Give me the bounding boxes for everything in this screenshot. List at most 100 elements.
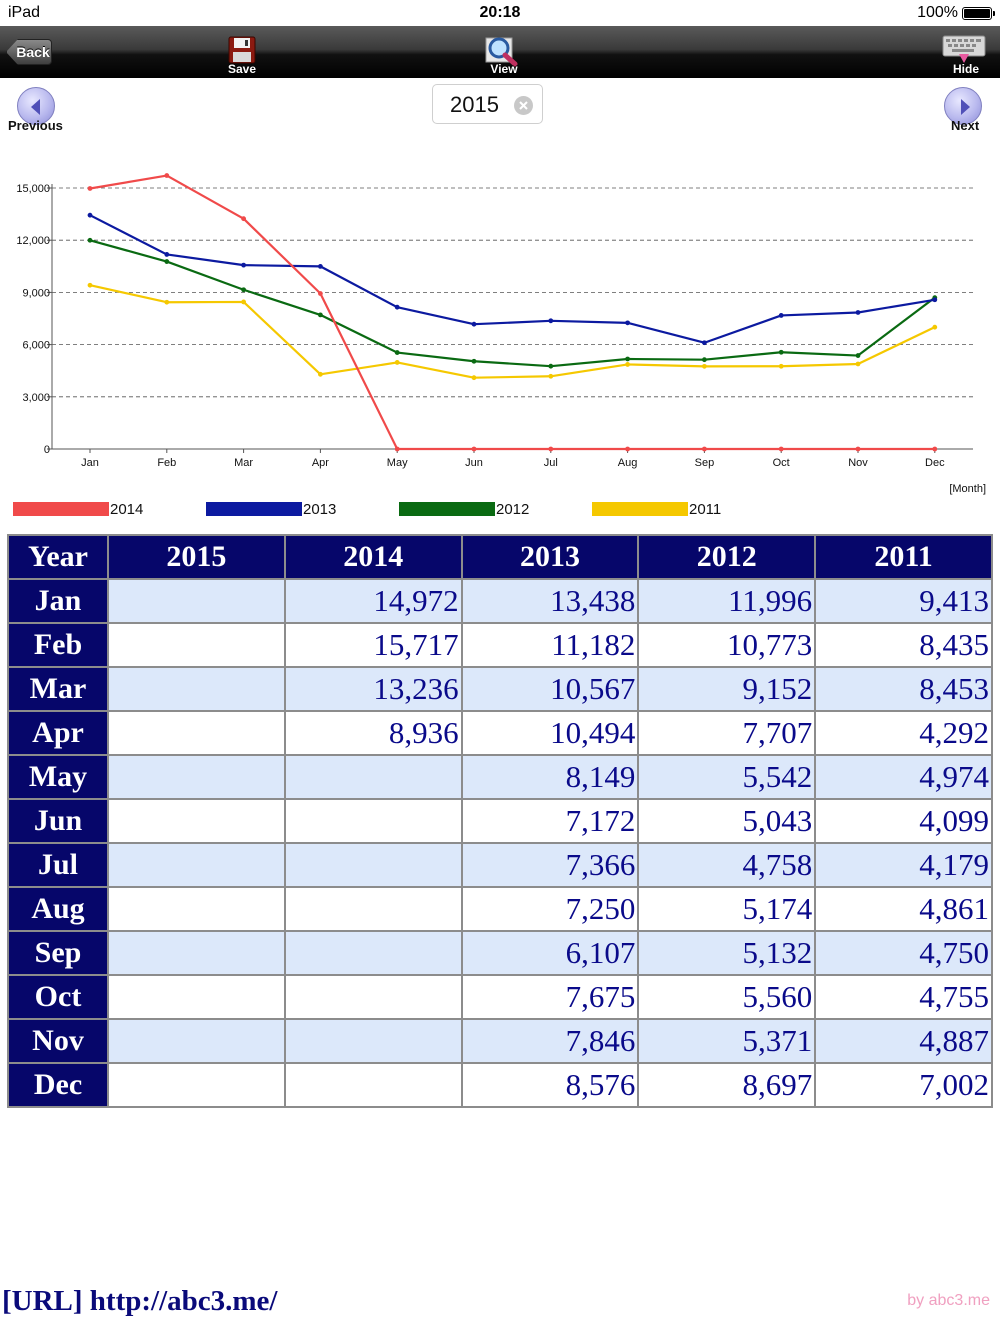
column-header-2015: 2015 (109, 536, 284, 578)
hide-button-label: Hide (952, 62, 979, 76)
data-point-2011 (548, 373, 554, 379)
status-bar: iPad 20:18 100% (0, 0, 1000, 26)
table-cell (109, 668, 284, 710)
month-label: Dec (9, 1064, 107, 1106)
y-tick-label: 6,000 (22, 340, 50, 352)
data-point-2012 (318, 312, 323, 318)
table-cell (109, 932, 284, 974)
save-button[interactable]: Save (212, 32, 272, 76)
data-point-2013 (471, 321, 477, 327)
table-cell: 10,494 (462, 712, 638, 754)
table-cell: 10,773 (639, 624, 815, 666)
month-label: Jan (9, 580, 107, 622)
data-table: Year 2015 2014 2013 2012 2011 Jan 14,972 13,438… (7, 534, 993, 1108)
data-point-2014 (394, 446, 400, 452)
table-cell (109, 888, 284, 930)
url-link[interactable]: [URL] http://abc3.me/ (2, 1285, 278, 1317)
data-point-2011 (394, 360, 400, 365)
table-cell: 8,149 (462, 756, 638, 798)
table-cell: 5,174 (639, 888, 815, 930)
legend-label: 2011 (689, 501, 722, 518)
data-point-2013 (241, 262, 247, 268)
table-cell: 5,043 (639, 800, 815, 842)
legend-label: 2014 (110, 501, 144, 518)
table-cell (109, 712, 284, 754)
data-point-2013 (548, 318, 554, 324)
back-button[interactable]: Back (6, 39, 52, 65)
month-label: May (9, 756, 107, 798)
table-cell (285, 756, 461, 798)
table-cell: 8,697 (639, 1064, 815, 1106)
data-point-2012 (778, 349, 784, 355)
table-row: Jul 7,366 4,758 4,179 (9, 844, 991, 886)
month-label: Sep (9, 932, 107, 974)
next-button[interactable] (944, 87, 982, 125)
year-input[interactable]: 2015 (432, 84, 543, 124)
table-cell: 11,996 (639, 580, 815, 622)
y-tick-label: 12,000 (16, 235, 50, 247)
table-cell: 8,576 (462, 1064, 638, 1106)
data-point-2012 (855, 353, 861, 358)
legend-label: 2013 (303, 501, 337, 518)
table-cell: 6,107 (462, 932, 638, 974)
table-cell: 4,887 (816, 1020, 991, 1062)
month-label: Oct (9, 976, 107, 1018)
table-cell: 4,755 (816, 976, 991, 1018)
data-point-2011 (778, 363, 784, 369)
x-tick-label: Jan (81, 457, 99, 469)
data-point-2011 (932, 324, 938, 330)
magnifier-icon (485, 37, 518, 67)
legend-label: 2012 (496, 501, 530, 518)
table-row: Jan 14,972 13,438 11,996 9,413 (9, 580, 991, 622)
data-point-2014 (164, 173, 170, 178)
y-tick-label: 15,000 (16, 183, 50, 195)
next-label: Next (951, 118, 980, 133)
table-cell (109, 800, 284, 842)
table-cell (109, 976, 284, 1018)
x-tick-label: Dec (925, 457, 945, 469)
table-row: Jun 7,172 5,043 4,099 (9, 800, 991, 842)
table-cell: 8,936 (285, 712, 461, 754)
table-cell (285, 1020, 461, 1062)
table-cell (109, 624, 284, 666)
x-tick-label: Apr (312, 457, 329, 469)
data-point-2013 (87, 212, 93, 218)
view-button[interactable]: View (474, 32, 534, 76)
table-row: Dec 8,576 8,697 7,002 (9, 1064, 991, 1106)
legend-swatch (399, 502, 495, 516)
previous-arrow-icon (31, 99, 40, 115)
table-cell: 4,758 (639, 844, 815, 886)
table-cell (109, 756, 284, 798)
table-cell (285, 888, 461, 930)
data-point-2014 (625, 446, 630, 452)
toolbar: Back Save View Hide (0, 26, 1000, 78)
table-cell: 13,236 (285, 668, 461, 710)
table-cell: 5,371 (639, 1020, 815, 1062)
table-cell: 5,132 (639, 932, 815, 974)
table-cell (109, 1064, 284, 1106)
data-point-2014 (241, 216, 247, 222)
table-cell: 7,707 (639, 712, 815, 754)
data-point-2014 (932, 446, 938, 452)
table-cell: 4,099 (816, 800, 991, 842)
data-point-2011 (318, 371, 323, 377)
table-cell: 5,542 (639, 756, 815, 798)
hide-button[interactable]: Hide (936, 32, 996, 76)
data-point-2011 (87, 282, 93, 288)
table-cell: 7,250 (462, 888, 638, 930)
save-button-label: Save (227, 62, 257, 76)
legend-swatch (206, 502, 302, 516)
data-point-2014 (471, 446, 477, 452)
previous-button[interactable] (17, 87, 55, 125)
data-point-2011 (471, 375, 477, 381)
table-cell: 7,002 (816, 1064, 991, 1106)
x-tick-label: Feb (157, 457, 176, 469)
table-row: Apr 8,936 10,494 7,707 4,292 (9, 712, 991, 754)
keyboard-hide-icon (942, 35, 986, 63)
table-row: Oct 7,675 5,560 4,755 (9, 976, 991, 1018)
month-label: Feb (9, 624, 107, 666)
data-point-2011 (702, 363, 707, 369)
x-tick-label: Aug (618, 457, 638, 469)
clear-icon[interactable] (514, 96, 533, 115)
back-button-label: Back (16, 44, 50, 60)
